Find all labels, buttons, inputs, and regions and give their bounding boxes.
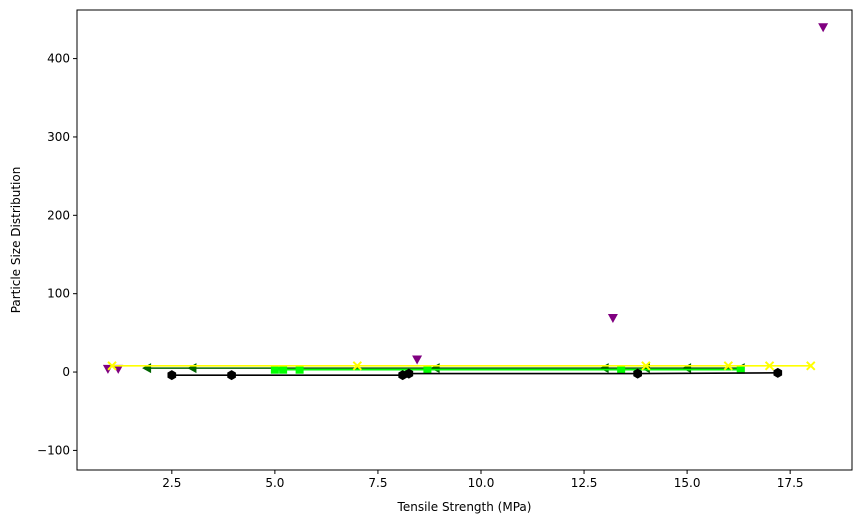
data-point (167, 370, 177, 381)
data-point (113, 364, 124, 374)
x-tick-label: 10.0 (468, 476, 495, 490)
data-point (633, 368, 642, 379)
data-point (279, 365, 288, 374)
x-ticks: 2.5 5.0 7.5 10.0 12.5 15.0 17.5 (162, 470, 804, 490)
series-layer (102, 23, 829, 381)
x-tick-label: 17.5 (777, 476, 804, 490)
x-tick-label: 12.5 (571, 476, 598, 490)
x-tick-label: 5.0 (265, 476, 284, 490)
data-point (404, 368, 414, 379)
y-ticks: −100 0 100 200 300 400 (37, 52, 77, 457)
x-tick-label: 7.5 (368, 476, 387, 490)
data-point (764, 361, 775, 371)
data-point (723, 361, 734, 371)
y-tick-label: 0 (62, 365, 70, 379)
data-point (423, 365, 432, 374)
plot-area (76, 9, 853, 471)
series-2 (270, 365, 745, 374)
data-point (736, 365, 745, 374)
data-point (818, 23, 829, 33)
x-axis-label: Tensile Strength (MPa) (397, 500, 532, 514)
x-tick-label: 2.5 (162, 476, 181, 490)
data-point (607, 313, 618, 323)
data-point (617, 365, 626, 374)
data-point (412, 355, 423, 365)
y-tick-label: 300 (47, 130, 70, 144)
y-axis-label: Particle Size Distribution (9, 167, 23, 314)
x-tick-label: 15.0 (674, 476, 701, 490)
data-point (107, 361, 117, 371)
data-point (270, 365, 279, 374)
y-tick-label: 100 (47, 287, 70, 301)
y-tick-label: −100 (37, 443, 70, 457)
data-point (806, 361, 816, 371)
y-tick-label: 200 (47, 208, 70, 222)
data-point (352, 361, 363, 371)
series-4 (107, 361, 816, 371)
data-point (227, 370, 236, 381)
data-point (295, 365, 304, 374)
y-tick-label: 400 (47, 52, 70, 66)
data-point (641, 361, 651, 371)
series-3 (167, 367, 783, 381)
data-point (773, 367, 783, 378)
